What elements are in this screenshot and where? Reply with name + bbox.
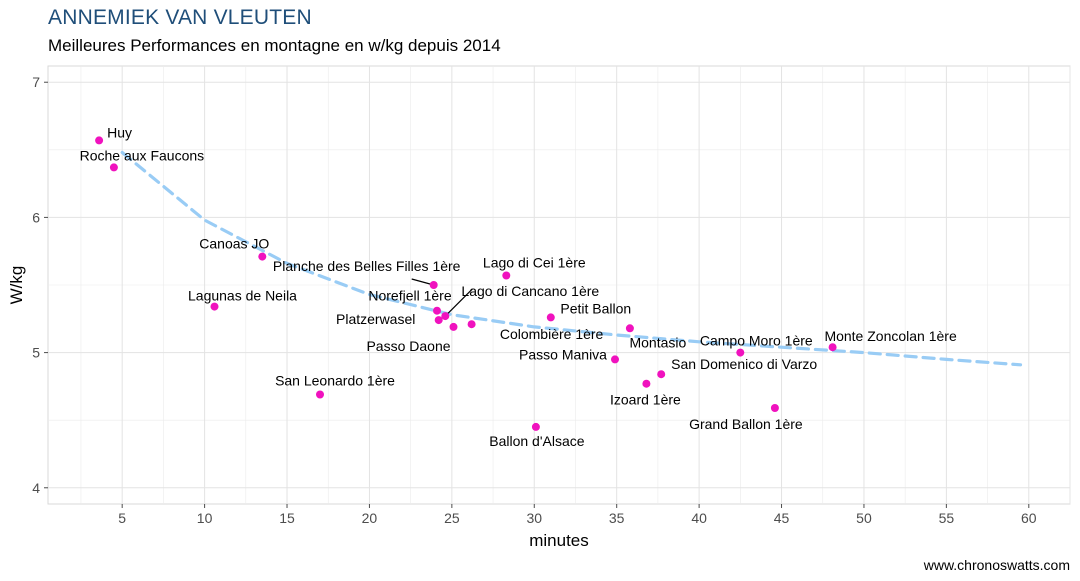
point-label: Ballon d'Alsace — [489, 433, 585, 449]
x-tick-label: 10 — [197, 510, 213, 526]
data-point — [449, 322, 458, 331]
data-point — [736, 348, 745, 357]
y-tick-label: 5 — [32, 345, 40, 361]
x-tick-label: 5 — [118, 510, 126, 526]
x-axis-ticks: 5 10 15 20 25 30 35 40 45 50 55 60 — [118, 504, 1037, 526]
data-point — [467, 320, 476, 329]
y-tick-label: 7 — [32, 74, 40, 90]
data-point — [531, 422, 540, 431]
point-label: Roche aux Faucons — [80, 147, 205, 163]
data-point — [433, 306, 441, 315]
data-point — [657, 370, 666, 379]
point-label: Lago di Cancano 1ère — [461, 283, 599, 299]
minor-gridlines — [48, 66, 1071, 504]
x-tick-label: 40 — [691, 510, 707, 526]
x-tick-label: 25 — [444, 510, 460, 526]
major-gridlines — [48, 66, 1070, 504]
point-label: Colombière 1ère — [500, 326, 604, 342]
y-tick-label: 6 — [32, 209, 40, 225]
data-point — [642, 379, 651, 388]
trend-layer — [120, 150, 1023, 367]
x-tick-label: 15 — [279, 510, 295, 526]
point-label: Montasio — [629, 334, 686, 350]
x-tick-label: 35 — [609, 510, 625, 526]
data-point — [546, 313, 555, 322]
point-labels: Huy Roche aux Faucons Canoas JO Lagunas de … — [80, 124, 957, 449]
data-point — [502, 271, 511, 280]
source-credit: www.chronoswatts.com — [923, 557, 1070, 573]
data-point — [95, 136, 104, 145]
x-tick-label: 55 — [939, 510, 955, 526]
point-label: San Leonardo 1ère — [275, 373, 395, 389]
point-label: Grand Ballon 1ère — [689, 416, 803, 432]
point-label: Izoard 1ère — [610, 392, 681, 408]
trend-line — [120, 150, 1023, 367]
x-tick-label: 30 — [526, 510, 542, 526]
point-label: Norefjell 1ère — [368, 288, 451, 304]
data-point — [434, 316, 443, 325]
point-label: Planche des Belles Filles 1ère — [273, 258, 461, 274]
data-point — [770, 404, 779, 412]
data-point — [441, 312, 450, 321]
point-label: Campo Moro 1ère — [700, 333, 813, 349]
data-point — [625, 324, 634, 333]
data-point — [611, 355, 619, 364]
point-label: Passo Daone — [366, 338, 450, 354]
chart-subtitle: Meilleures Performances en montagne en w… — [48, 36, 501, 55]
point-label: San Domenico di Varzo — [671, 356, 817, 372]
data-point — [828, 343, 837, 352]
point-label: Huy — [107, 124, 132, 140]
y-axis-ticks: 4 5 6 7 — [32, 74, 48, 496]
point-label: Petit Ballon — [560, 300, 631, 316]
y-tick-label: 4 — [32, 480, 40, 496]
x-axis-title: minutes — [529, 531, 589, 550]
point-label: Canoas JO — [199, 236, 269, 252]
y-axis-title: W/kg — [7, 266, 26, 305]
data-point — [210, 302, 219, 311]
point-label: Monte Zoncolan 1ère — [824, 328, 957, 344]
x-tick-label: 50 — [856, 510, 872, 526]
x-tick-label: 45 — [774, 510, 790, 526]
data-point — [109, 163, 118, 172]
point-label: Passo Maniva — [519, 346, 607, 362]
data-point — [258, 252, 267, 261]
point-label: Platzerwasel — [336, 311, 415, 327]
point-layer — [95, 136, 837, 431]
data-point — [316, 390, 324, 399]
data-point — [429, 281, 438, 289]
x-tick-label: 20 — [362, 510, 378, 526]
point-label: Lagunas de Neila — [188, 288, 297, 304]
chart-title: ANNEMIEK VAN VLEUTEN — [48, 6, 312, 29]
point-label: Lago di Cei 1ère — [483, 255, 586, 271]
x-tick-label: 60 — [1021, 510, 1037, 526]
label-leader-line — [444, 288, 473, 317]
